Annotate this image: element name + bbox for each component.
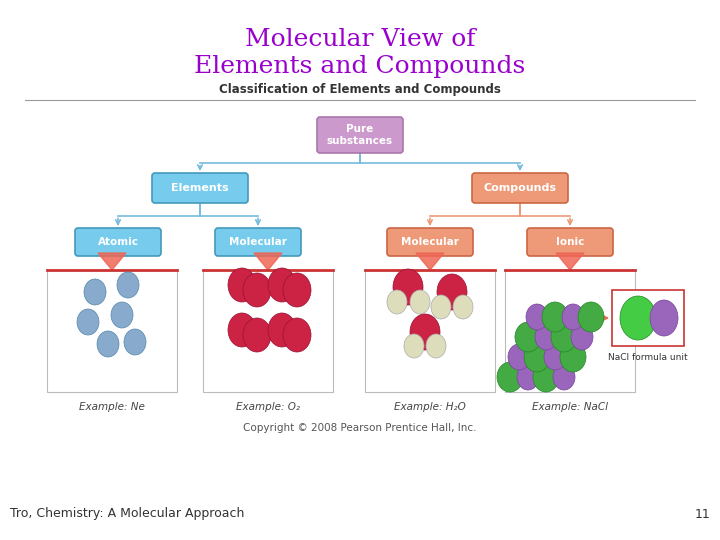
Text: Example: NaCl: Example: NaCl [532,402,608,412]
Ellipse shape [84,279,106,305]
Ellipse shape [426,334,446,358]
Polygon shape [416,253,444,270]
Ellipse shape [526,304,548,330]
Ellipse shape [228,313,256,347]
Ellipse shape [562,304,584,330]
Text: Elements and Compounds: Elements and Compounds [194,55,526,78]
Ellipse shape [268,313,296,347]
Ellipse shape [410,290,430,314]
Text: Molecular: Molecular [229,237,287,247]
Ellipse shape [497,362,523,392]
Text: Molecular: Molecular [401,237,459,247]
Ellipse shape [437,274,467,310]
Polygon shape [254,253,282,270]
Ellipse shape [535,324,557,350]
Ellipse shape [410,314,440,350]
Ellipse shape [544,344,566,370]
Text: Example: H₂O: Example: H₂O [394,402,466,412]
Ellipse shape [404,334,424,358]
Bar [203,270,333,392]
Ellipse shape [542,302,568,332]
FancyBboxPatch shape [387,228,473,256]
Ellipse shape [431,295,451,319]
Ellipse shape [283,318,311,352]
Text: 11: 11 [694,508,710,521]
Ellipse shape [650,300,678,336]
Ellipse shape [553,364,575,390]
Ellipse shape [571,324,593,350]
FancyBboxPatch shape [317,117,403,153]
Ellipse shape [283,273,311,307]
Text: Example: O₂: Example: O₂ [236,402,300,412]
Ellipse shape [124,329,146,355]
FancyBboxPatch shape [527,228,613,256]
Bar [505,270,635,392]
Ellipse shape [524,342,550,372]
Ellipse shape [97,331,119,357]
Bar [365,270,495,392]
Text: Pure
substances: Pure substances [327,124,393,146]
Ellipse shape [228,268,256,302]
Text: Atomic: Atomic [97,237,138,247]
FancyBboxPatch shape [152,173,248,203]
Text: Compounds: Compounds [484,183,557,193]
Ellipse shape [578,302,604,332]
Text: Tro, Chemistry: A Molecular Approach: Tro, Chemistry: A Molecular Approach [10,508,244,521]
Ellipse shape [551,322,577,352]
Text: Ionic: Ionic [556,237,584,247]
Ellipse shape [560,342,586,372]
Ellipse shape [243,318,271,352]
Ellipse shape [517,364,539,390]
Ellipse shape [268,268,296,302]
Text: Copyright © 2008 Pearson Prentice Hall, Inc.: Copyright © 2008 Pearson Prentice Hall, … [243,423,477,433]
Text: Classification of Elements and Compounds: Classification of Elements and Compounds [219,84,501,97]
Ellipse shape [508,344,530,370]
Text: Example: Ne: Example: Ne [79,402,145,412]
Ellipse shape [515,322,541,352]
Ellipse shape [620,296,656,340]
Ellipse shape [243,273,271,307]
Polygon shape [98,253,126,270]
Bar [612,290,684,346]
Bar [47,270,177,392]
Ellipse shape [387,290,407,314]
Ellipse shape [453,295,473,319]
Polygon shape [556,253,584,270]
FancyBboxPatch shape [472,173,568,203]
Text: Molecular View of: Molecular View of [245,29,475,51]
Ellipse shape [117,272,139,298]
Text: NaCl formula unit: NaCl formula unit [608,353,688,362]
Ellipse shape [533,362,559,392]
Text: Elements: Elements [171,183,229,193]
FancyBboxPatch shape [75,228,161,256]
Ellipse shape [77,309,99,335]
FancyBboxPatch shape [215,228,301,256]
Ellipse shape [393,269,423,305]
Ellipse shape [111,302,133,328]
